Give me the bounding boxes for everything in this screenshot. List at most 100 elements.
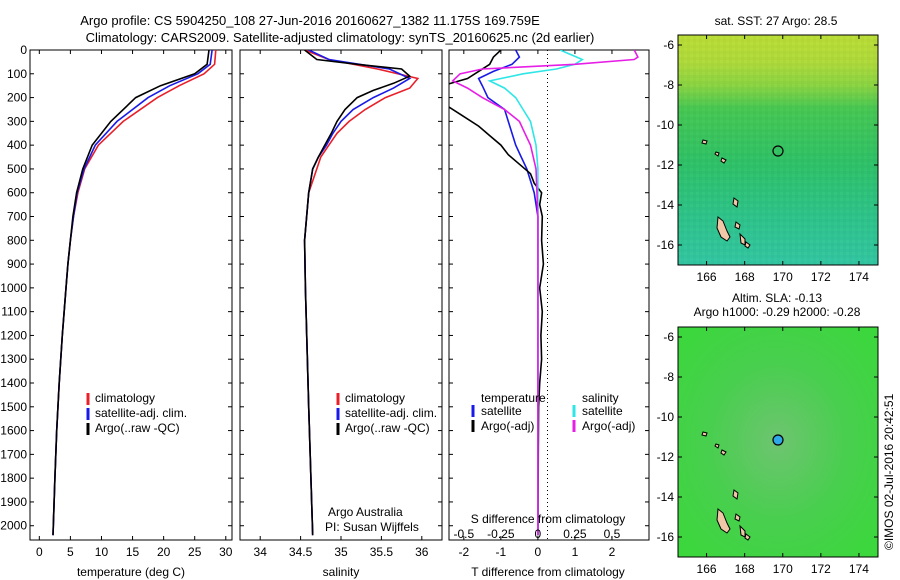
lon-tick-label: 174 xyxy=(849,562,869,576)
sst-map-title: sat. SST: 27 Argo: 28.5 xyxy=(715,14,838,28)
x-tick-label: 35.5 xyxy=(370,545,394,559)
series-line-argo-adj- xyxy=(449,50,545,536)
lon-tick-label: 168 xyxy=(735,270,755,284)
temperature-axis-label: temperature (deg C) xyxy=(77,565,185,579)
depth-axis-ticks: 0 100 200 300 400 500 600 700 800 900 1000 1100 1200… xyxy=(0,43,232,533)
depth-tick-label: 1500 xyxy=(0,400,27,414)
legend-climatology-label: climatology xyxy=(345,391,405,405)
salinity-series-lines xyxy=(303,50,420,536)
legend-salinity-heading: salinity xyxy=(582,391,619,405)
temperature-plot-frame xyxy=(29,49,233,541)
x-tick-label: -1 xyxy=(496,545,507,559)
x-tick-label: 34 xyxy=(254,545,268,559)
legend-argo-label: Argo(..raw -QC) xyxy=(345,421,430,435)
difference-legend: temperature satellite Argo(-adj) salinit… xyxy=(471,391,635,433)
sst-map-axis-ticks: 166 168 170 172 174 -6 -8 -10 -12 -14 -16 xyxy=(657,35,878,284)
depth-tick-label: 400 xyxy=(7,138,27,152)
lat-tick-label: -16 xyxy=(657,238,675,252)
lat-tick-label: -6 xyxy=(663,330,674,344)
series-line-argo-raw-qc- xyxy=(52,50,210,536)
depth-tick-label: 2000 xyxy=(0,519,27,533)
x-tick-label: 15 xyxy=(126,545,140,559)
x-tick-label: 20 xyxy=(157,545,171,559)
x-tick-label: 0 xyxy=(535,545,542,559)
x-tick-label: 2 xyxy=(609,545,616,559)
lon-tick-label: 170 xyxy=(773,270,793,284)
salinity-x-ticks: 34 34.5 35 35.5 36 xyxy=(254,50,429,559)
salinity-depth-ticks xyxy=(240,49,442,527)
depth-tick-label: 800 xyxy=(7,233,27,247)
salinity-axis-label: salinity xyxy=(323,565,360,579)
x-tick-label: 35 xyxy=(334,545,348,559)
lat-tick-label: -14 xyxy=(657,490,675,504)
x-tick-label: 10 xyxy=(95,545,109,559)
sla-profile-marker xyxy=(772,434,784,446)
x-tick-label: 1 xyxy=(572,545,579,559)
x-tick-label: 25 xyxy=(188,545,202,559)
legend-s-argo-label: Argo(-adj) xyxy=(582,419,635,433)
sla-map-islands xyxy=(701,431,751,541)
salinity-difference-axis-label: S difference from climatology xyxy=(471,512,626,526)
sst-map-frame xyxy=(677,34,879,266)
legend-climatology-label: climatology xyxy=(95,391,155,405)
salinity-difference-tick-label: 0.5 xyxy=(604,527,621,541)
series-line-argo-raw-qc- xyxy=(303,50,412,536)
depth-tick-label: 1100 xyxy=(1,305,27,319)
x-tick-label: 34.5 xyxy=(289,545,313,559)
temperature-legend: climatology satellite-adj. clim. Argo(..… xyxy=(86,391,187,435)
legend-argo-label: Argo(..raw -QC) xyxy=(95,421,180,435)
difference-panel: -2 -1 0 1 2 temperature satellite Argo(-adj)… xyxy=(448,49,650,579)
lon-tick-label: 168 xyxy=(735,562,755,576)
temperature-difference-axis-label: T difference from climatology xyxy=(471,565,625,579)
salinity-difference-ticks: -0.5 -0.25 0 0.25 0.5 xyxy=(453,527,620,541)
series-line-salinity-argo-adj- xyxy=(451,50,639,536)
legend-temperature-heading: temperature xyxy=(481,391,546,405)
x-tick-label: 36 xyxy=(415,545,429,559)
lat-tick-label: -16 xyxy=(657,530,675,544)
legend-t-satellite-label: satellite xyxy=(481,404,522,418)
legend-satellite-label: satellite-adj. clim. xyxy=(95,406,187,420)
depth-tick-label: 1200 xyxy=(0,328,27,342)
lon-tick-label: 172 xyxy=(811,270,831,284)
sst-map-texture xyxy=(678,35,878,265)
sst-profile-marker xyxy=(772,145,784,157)
lon-tick-label: 172 xyxy=(811,562,831,576)
lat-tick-label: -8 xyxy=(663,78,674,92)
temperature-x-ticks: 0 5 10 15 20 25 30 xyxy=(36,50,233,559)
salinity-panel: 34 34.5 35 35.5 36 climatology satellite-adj… xyxy=(239,49,443,579)
depth-tick-label: 900 xyxy=(7,257,27,271)
sla-map-frame xyxy=(677,326,879,558)
salinity-difference-tick-label: 0.25 xyxy=(563,527,587,541)
depth-tick-label: 1400 xyxy=(0,376,27,390)
depth-tick-label: 700 xyxy=(7,210,27,224)
lon-tick-label: 170 xyxy=(773,562,793,576)
x-tick-label: 5 xyxy=(67,545,74,559)
salinity-plot-frame xyxy=(239,49,443,541)
x-tick-label: -2 xyxy=(458,545,469,559)
depth-tick-label: 1700 xyxy=(0,447,27,461)
lon-tick-label: 166 xyxy=(697,562,717,576)
figure-title-line1: Argo profile: CS 5904250_108 27-Jun-2016… xyxy=(80,13,540,28)
difference-depth-ticks xyxy=(449,49,649,527)
temperature-series-lines xyxy=(52,50,217,536)
depth-tick-label: 1600 xyxy=(0,424,27,438)
legend-t-argo-label: Argo(-adj) xyxy=(481,419,534,433)
depth-tick-label: 600 xyxy=(7,186,27,200)
lat-tick-label: -12 xyxy=(657,450,675,464)
lon-tick-label: 174 xyxy=(849,270,869,284)
lat-tick-label: -8 xyxy=(663,370,674,384)
lon-tick-label: 166 xyxy=(697,270,717,284)
depth-tick-label: 1900 xyxy=(0,495,27,509)
lat-tick-label: -14 xyxy=(657,198,675,212)
sla-map-panel: Altim. SLA: -0.13 Argo h1000: -0.29 h200… xyxy=(657,291,879,576)
lat-tick-label: -12 xyxy=(657,158,675,172)
x-tick-label: 30 xyxy=(219,545,233,559)
depth-tick-label: 1800 xyxy=(0,471,27,485)
salinity-legend: climatology satellite-adj. clim. Argo(..… xyxy=(336,391,437,435)
depth-tick-label: 200 xyxy=(7,91,27,105)
legend-s-satellite-label: satellite xyxy=(582,404,623,418)
depth-tick-label: 1300 xyxy=(0,352,27,366)
temperature-panel: 0100200300400500600700800900100011001200… xyxy=(0,43,232,579)
figure-title-line2: Climatology: CARS2009. Satellite-adjuste… xyxy=(86,30,595,45)
